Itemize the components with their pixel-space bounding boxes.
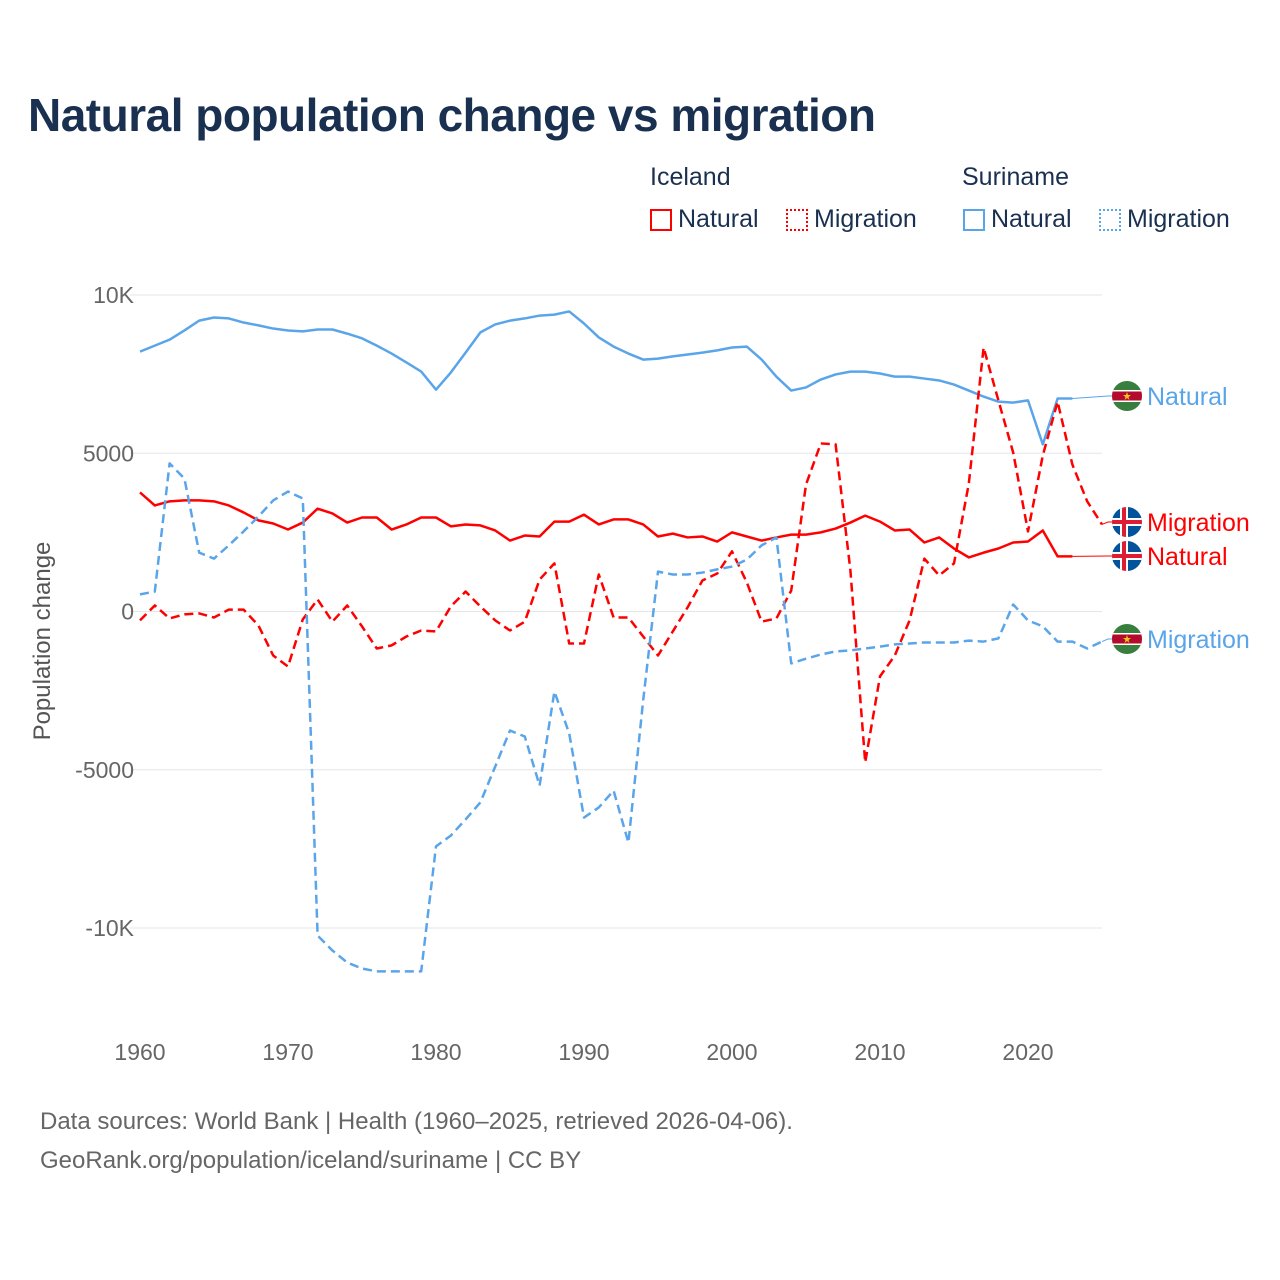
x-tick-label: 2020	[1002, 1039, 1053, 1065]
legend-iceland-migration[interactable]: Migration	[786, 205, 917, 234]
legend-swatch-solid	[650, 208, 672, 231]
chart-title: Natural population change vs migration	[28, 89, 876, 141]
end-label: Migration	[1147, 626, 1250, 654]
end-label: Natural	[1147, 543, 1228, 571]
legend-swatch-dotted	[786, 208, 808, 231]
series-line-suriname-natural[interactable]	[139, 310, 1073, 446]
x-tick-label: 1970	[262, 1039, 313, 1065]
series-line-iceland-natural[interactable]	[139, 491, 1073, 559]
x-tick-label: 2000	[706, 1039, 757, 1065]
legend-group-suriname: Suriname	[962, 163, 1069, 191]
x-tick-label: 1990	[558, 1039, 609, 1065]
x-tick-label: 1980	[410, 1039, 461, 1065]
y-axis-label: Population change	[29, 542, 56, 741]
x-tick-label: 2010	[854, 1039, 905, 1065]
iceland-flag-icon	[1112, 541, 1142, 571]
end-label-connector	[1101, 521, 1112, 525]
series-line-suriname-migration[interactable]	[139, 462, 1103, 973]
legend-label: Migration	[814, 205, 917, 233]
suriname-flag-icon	[1112, 381, 1142, 411]
legend-label: Natural	[991, 205, 1072, 233]
series-line-iceland-migration[interactable]	[139, 346, 1104, 764]
legend-suriname-natural[interactable]: Natural	[963, 205, 1072, 234]
x-tick-label: 1960	[114, 1039, 165, 1065]
end-label-connector	[1072, 395, 1112, 399]
footer-sources: Data sources: World Bank | Health (1960–…	[40, 1108, 793, 1135]
y-tick-label: -5000	[75, 757, 134, 783]
legend-swatch-solid	[963, 208, 985, 231]
iceland-flag-icon	[1112, 507, 1142, 537]
legend-label: Migration	[1127, 205, 1230, 233]
legend-swatch-dotted	[1099, 208, 1121, 231]
legend-group-iceland: Iceland	[650, 163, 731, 191]
legend-iceland-natural[interactable]: Natural	[650, 205, 759, 234]
y-tick-label: 10K	[93, 282, 135, 308]
end-label: Natural	[1147, 383, 1228, 411]
y-tick-label: 0	[121, 599, 134, 625]
end-label: Migration	[1147, 509, 1250, 537]
y-tick-label: -10K	[85, 915, 134, 941]
end-label-connector	[1101, 638, 1112, 643]
suriname-flag-icon	[1112, 624, 1142, 654]
legend-label: Natural	[678, 205, 759, 233]
footer-link[interactable]: GeoRank.org/population/iceland/suriname …	[40, 1147, 582, 1174]
y-tick-label: 5000	[83, 440, 134, 466]
legend-suriname-migration[interactable]: Migration	[1099, 205, 1230, 234]
